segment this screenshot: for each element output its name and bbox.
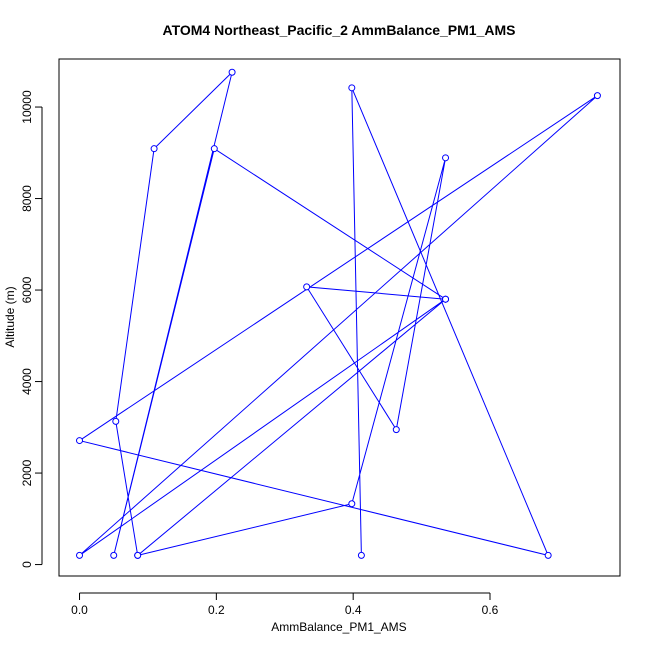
chart-title: ATOM4 Northeast_Pacific_2 AmmBalance_PM1…: [163, 22, 516, 38]
x-axis: 0.0 0.2 0.4 0.6: [71, 592, 499, 617]
plot-frame: [58, 58, 621, 577]
y-axis: 0 2000 4000 6000 8000 10000: [20, 90, 43, 568]
x-tick-label: 0.0: [71, 603, 88, 617]
x-tick-label: 0.6: [482, 603, 499, 617]
series-layer: [76, 68, 601, 559]
y-axis-label: Altitude (m): [3, 286, 17, 347]
x-tick-label: 0.4: [345, 603, 362, 617]
y-tick-label: 0: [20, 561, 34, 568]
data-point: [112, 417, 120, 425]
data-point: [348, 500, 356, 508]
data-point: [392, 426, 400, 434]
y-tick-label: 6000: [20, 276, 34, 303]
data-point: [228, 68, 236, 76]
data-point: [110, 551, 118, 559]
data-point: [442, 154, 450, 162]
y-tick-label: 10000: [20, 90, 34, 124]
data-point: [134, 551, 142, 559]
y-tick-label: 4000: [20, 368, 34, 395]
y-tick-label: 8000: [20, 185, 34, 212]
x-tick-label: 0.2: [208, 603, 225, 617]
data-point: [544, 551, 552, 559]
y-tick-label: 2000: [20, 459, 34, 486]
data-point: [442, 295, 450, 303]
data-point: [76, 437, 84, 445]
data-point: [348, 84, 356, 92]
data-point: [303, 283, 311, 291]
data-point: [150, 145, 158, 153]
data-point: [210, 145, 218, 153]
data-point: [357, 551, 365, 559]
data-point: [76, 551, 84, 559]
x-axis-label: AmmBalance_PM1_AMS: [271, 620, 406, 634]
data-point: [593, 92, 601, 100]
